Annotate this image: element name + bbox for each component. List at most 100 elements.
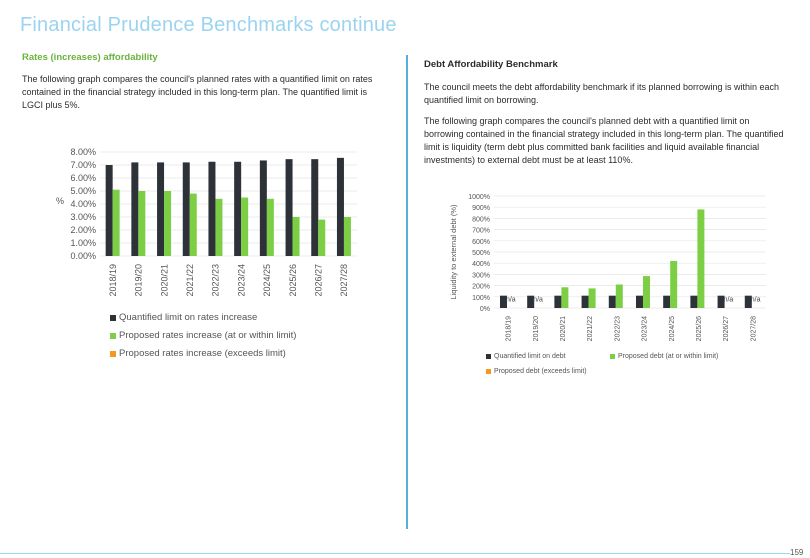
y-tick-label: 4.00% xyxy=(70,199,96,209)
legend-label: Proposed rates increase (at or within li… xyxy=(119,330,296,341)
debt-chart: 0% 100% 200% 300% 400% 500% 600% 700% 800% 900% 10… xyxy=(449,194,766,375)
legend-label: Proposed rates increase (exceeds limit) xyxy=(119,348,286,359)
x-category-label: 2020/21 xyxy=(560,316,567,341)
x-category-label: 2025/26 xyxy=(288,264,298,297)
bar-limit xyxy=(259,160,267,256)
page-title: Financial Prudence Benchmarks continue xyxy=(20,14,397,36)
y-tick-label: 800% xyxy=(472,216,490,223)
x-category-label: 2023/24 xyxy=(642,316,649,341)
x-category-label: 2019/20 xyxy=(533,316,540,341)
x-category-label: 2021/22 xyxy=(185,264,195,297)
bar-within xyxy=(292,217,300,256)
y-tick-label: 100% xyxy=(472,295,490,302)
bar-within xyxy=(318,219,326,256)
legend-label: Proposed debt (exceeds limit) xyxy=(494,368,587,375)
bar-limit xyxy=(157,162,165,256)
rates-chart: 0.00% 1.00% 2.00% 3.00% 4.00% 5.00% 6.00% 7.00%… xyxy=(56,147,357,359)
x-category-label: 2019/20 xyxy=(134,264,144,297)
legend-label: Quantified limit on debt xyxy=(494,353,566,360)
x-category-label: 2024/25 xyxy=(669,316,676,341)
y-tick-label: 6.00% xyxy=(70,173,96,183)
na-label: n/a xyxy=(506,297,516,304)
bar-limit xyxy=(663,295,671,308)
bar-limit xyxy=(690,295,698,308)
bar-within xyxy=(241,197,249,256)
legend-label: Proposed debt (at or within limit) xyxy=(618,353,718,360)
x-category-label: 2022/23 xyxy=(614,316,621,341)
y-tick-label: 300% xyxy=(472,272,490,279)
y-tick-label: 0.00% xyxy=(70,251,96,261)
page-number: 159 xyxy=(790,548,804,557)
x-category-label: 2018/19 xyxy=(108,264,118,297)
footer-line xyxy=(0,553,790,554)
debt-section-heading: Debt Affordability Benchmark xyxy=(424,59,558,70)
bar-within xyxy=(343,217,351,256)
bar-limit xyxy=(234,161,242,256)
y-tick-label: 2.00% xyxy=(70,225,96,235)
bar-limit xyxy=(105,165,113,256)
legend-swatch xyxy=(110,315,116,321)
x-category-label: 2022/23 xyxy=(211,264,221,297)
bar-limit xyxy=(744,295,752,308)
x-category-label: 2020/21 xyxy=(159,264,169,297)
na-label: n/a xyxy=(724,297,734,304)
x-category-label: 2023/24 xyxy=(236,264,246,297)
na-label: n/a xyxy=(751,297,761,304)
y-tick-label: 200% xyxy=(472,284,490,291)
bar-limit xyxy=(208,161,216,256)
rates-section-heading: Rates (increases) affordability xyxy=(22,52,158,63)
y-tick-label: 8.00% xyxy=(70,147,96,157)
y-tick-label: 900% xyxy=(472,205,490,212)
bar-limit xyxy=(717,295,725,308)
bar-within xyxy=(642,276,650,308)
bar-limit xyxy=(527,295,535,308)
bar-limit xyxy=(635,295,643,308)
rates-description: The following graph compares the council… xyxy=(22,74,373,110)
bar-within xyxy=(615,284,623,308)
x-category-label: 2026/27 xyxy=(723,316,730,341)
x-category-label: 2027/28 xyxy=(339,264,349,297)
bar-within xyxy=(215,198,223,256)
legend-label: Quantified limit on rates increase xyxy=(119,312,257,323)
bar-limit xyxy=(336,157,344,256)
bar-within xyxy=(164,191,172,256)
legend-swatch xyxy=(610,354,615,359)
legend-swatch xyxy=(486,369,491,374)
legend-swatch xyxy=(110,333,116,339)
y-axis-label: Liquidity to external debt (%) xyxy=(449,204,458,300)
debt-description-1: The council meets the debt affordability… xyxy=(424,82,780,105)
y-tick-label: 1.00% xyxy=(70,238,96,248)
y-tick-label: 0% xyxy=(480,306,490,313)
bar-within xyxy=(189,193,197,256)
bar-within xyxy=(697,209,705,308)
bar-within xyxy=(561,287,569,308)
bar-within xyxy=(670,260,678,308)
y-tick-label: 7.00% xyxy=(70,160,96,170)
x-category-label: 2026/27 xyxy=(313,264,323,297)
bar-within xyxy=(588,288,596,308)
y-tick-label: 400% xyxy=(472,261,490,268)
bar-limit xyxy=(131,162,139,256)
bar-within xyxy=(138,191,146,256)
y-axis-label: % xyxy=(56,196,64,206)
bar-within xyxy=(112,189,120,256)
bar-limit xyxy=(554,295,562,308)
y-tick-label: 1000% xyxy=(468,194,490,201)
debt-description-2: The following graph compares the council… xyxy=(424,116,784,165)
y-tick-label: 3.00% xyxy=(70,212,96,222)
bar-limit xyxy=(285,159,293,256)
bar-limit xyxy=(499,295,507,308)
y-tick-label: 700% xyxy=(472,228,490,235)
bar-within xyxy=(266,198,274,256)
x-category-label: 2021/22 xyxy=(587,316,594,341)
x-category-label: 2025/26 xyxy=(696,316,703,341)
bar-limit xyxy=(608,295,616,308)
column-divider xyxy=(406,55,408,529)
x-category-label: 2027/28 xyxy=(750,316,757,341)
y-tick-label: 5.00% xyxy=(70,186,96,196)
bar-limit xyxy=(581,295,589,308)
na-label: n/a xyxy=(533,297,543,304)
x-category-label: 2018/19 xyxy=(506,316,513,341)
bar-limit xyxy=(182,162,190,256)
y-tick-label: 500% xyxy=(472,250,490,257)
